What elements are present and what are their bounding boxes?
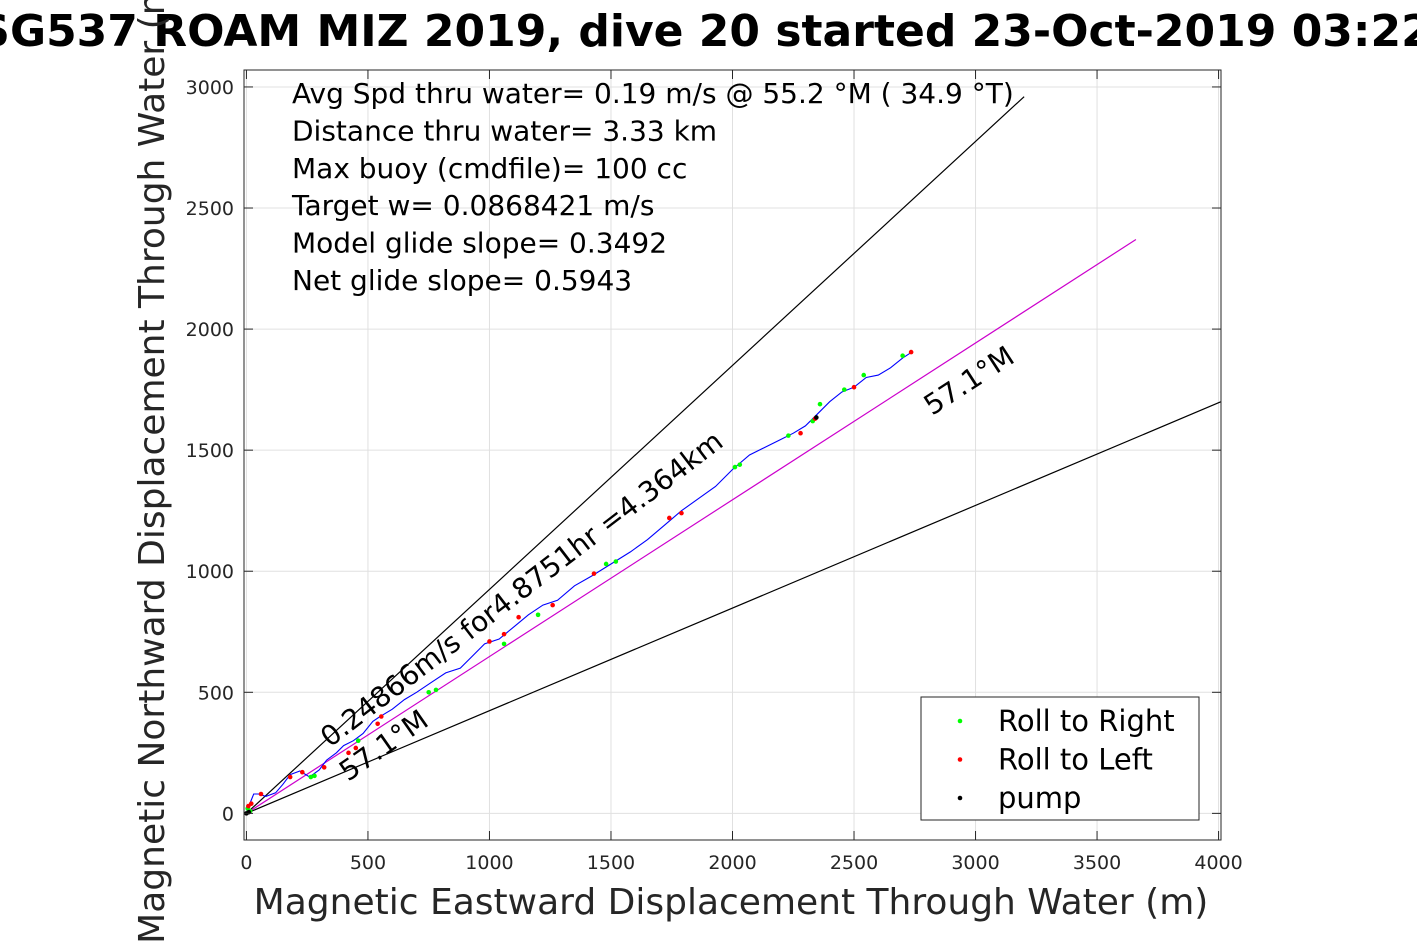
- x-tick-label: 2500: [830, 852, 878, 874]
- x-tick-label: 2000: [708, 852, 756, 874]
- roll-to-right-point: [737, 462, 743, 467]
- x-tick-label: 1500: [587, 852, 635, 874]
- roll-to-left-point: [851, 384, 857, 390]
- legend-marker-pump: [957, 795, 963, 801]
- stat-line: Distance thru water= 3.33 km: [292, 114, 717, 147]
- roll-to-left-point: [379, 714, 384, 719]
- roll-to-left-point: [667, 515, 672, 521]
- roll-to-left-point: [487, 639, 492, 644]
- roll-to-right-point: [355, 738, 361, 744]
- roll-to-left-point: [591, 571, 597, 576]
- reference-lines: [246, 96, 1222, 814]
- y-tick-label: 500: [198, 682, 234, 704]
- roll-to-left-point: [679, 510, 684, 516]
- stat-line: Avg Spd thru water= 0.19 m/s @ 55.2 °M (…: [292, 77, 1014, 110]
- x-axis-label: Magnetic Eastward Displacement Through W…: [254, 882, 1209, 923]
- pump-point: [814, 415, 819, 420]
- roll-to-right-point: [900, 353, 905, 359]
- stat-line: Model glide slope= 0.3492: [292, 227, 667, 260]
- y-tick-label: 0: [222, 803, 234, 825]
- chart-title: SG537 ROAM MIZ 2019, dive 20 started 23-…: [0, 6, 1417, 57]
- y-axis-label: Magnetic Northward Displacement Through …: [132, 0, 173, 944]
- roll-to-right-point: [312, 773, 317, 779]
- legend-label-roll-to-left: Roll to Left: [998, 743, 1153, 777]
- roll-to-left-point: [321, 765, 327, 770]
- roll-to-right-point: [786, 433, 791, 438]
- y-tick-label: 2000: [186, 319, 234, 341]
- roll-to-right-point: [308, 774, 314, 780]
- roll-to-right-point: [841, 387, 847, 392]
- roll-to-left-point: [258, 791, 264, 797]
- ticks: 0 500 1000 1500 2000 2500 3000 3500 4000 0 500 1000…: [186, 70, 1243, 874]
- x-tick-label: 1000: [465, 852, 513, 874]
- plot-area: 0 500 1000 1500 2000 2500 3000 3500 4000 0 500 1000…: [186, 69, 1243, 874]
- x-tick-label: 3000: [951, 852, 999, 874]
- x-tick-label: 3500: [1073, 852, 1121, 874]
- y-tick-label: 1000: [186, 561, 234, 583]
- roll-to-left-point: [516, 614, 521, 620]
- legend-label-pump: pump: [998, 781, 1081, 815]
- roll-to-left-point: [287, 774, 293, 780]
- heading-upper-bound-line: [246, 96, 1025, 814]
- roll-to-left-point: [908, 349, 914, 355]
- roll-to-right-point: [426, 689, 432, 695]
- roll-to-right-point: [732, 464, 738, 470]
- legend-marker-roll-to-right: [957, 718, 963, 724]
- y-tick-label: 1500: [186, 440, 234, 462]
- legend-marker-roll-to-left: [957, 757, 963, 762]
- roll-to-right-point: [817, 401, 823, 407]
- roll-to-right-point: [603, 561, 609, 567]
- legend-label-roll-to-right: Roll to Right: [998, 704, 1175, 738]
- x-tick-label: 4000: [1194, 852, 1242, 874]
- markers: [244, 349, 914, 816]
- course-line: [246, 238, 1137, 814]
- roll-to-left-point: [550, 602, 555, 608]
- roll-to-left-point: [375, 721, 380, 727]
- stat-line: Target w= 0.0868421 m/s: [291, 189, 654, 222]
- stat-line: Max buoy (cmdfile)= 100 cc: [292, 152, 687, 185]
- stats-text: Avg Spd thru water= 0.19 m/s @ 55.2 °M (…: [291, 77, 1014, 297]
- roll-to-left-point: [248, 801, 254, 806]
- x-tick-label: 500: [350, 852, 386, 874]
- roll-to-right-point: [535, 612, 541, 618]
- roll-to-left-point: [798, 430, 803, 436]
- roll-to-right-point: [613, 559, 619, 564]
- roll-to-right-point: [433, 687, 439, 693]
- heading-lower-bound-line: [246, 401, 1222, 814]
- y-tick-label: 2500: [186, 198, 234, 220]
- roll-to-right-point: [861, 372, 867, 378]
- y-tick-label: 3000: [186, 77, 234, 99]
- roll-to-left-point: [501, 631, 507, 637]
- roll-to-left-point: [353, 745, 359, 751]
- legend: Roll to Right Roll to Left pump: [920, 696, 1200, 821]
- roll-to-left-point: [300, 769, 305, 775]
- stat-line: Net glide slope= 0.5943: [292, 264, 632, 297]
- x-tick-label: 0: [240, 852, 252, 874]
- roll-to-left-point: [346, 750, 351, 756]
- legend-box: [920, 696, 1200, 821]
- roll-to-right-point: [501, 641, 507, 647]
